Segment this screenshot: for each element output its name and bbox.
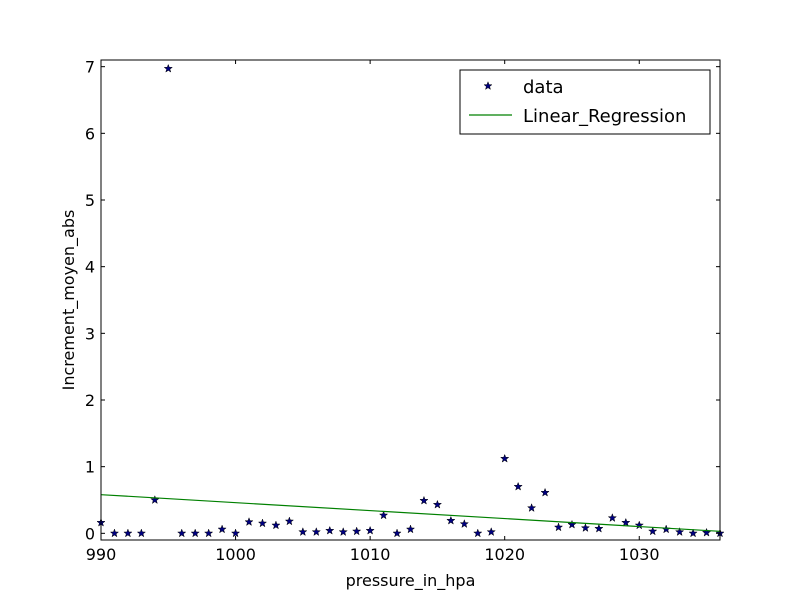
y-tick-label: 5 <box>85 191 95 210</box>
data-point <box>419 495 429 505</box>
x-tick-label: 1010 <box>350 545 391 564</box>
y-axis-label: Increment_moyen_abs <box>59 210 79 391</box>
legend-marker-data <box>483 81 493 91</box>
data-point <box>217 524 227 534</box>
data-point <box>392 528 402 538</box>
legend-box <box>459 69 711 135</box>
plot-area <box>96 63 725 538</box>
legend-label-data: data <box>523 77 564 98</box>
y-tick-label: 6 <box>85 124 95 143</box>
y-tick-label: 7 <box>85 58 95 77</box>
data-point <box>526 503 537 513</box>
data-point <box>136 528 147 538</box>
data-point <box>257 518 268 528</box>
data-point <box>325 525 335 535</box>
data-point <box>567 519 577 529</box>
y-tick-label: 4 <box>85 258 95 277</box>
data-point <box>580 523 591 533</box>
data-point <box>230 528 241 538</box>
data-point <box>203 528 214 538</box>
data-point <box>459 519 470 529</box>
x-tick-label: 1030 <box>619 545 660 564</box>
data-point <box>150 495 160 505</box>
x-tick-label: 990 <box>86 545 117 564</box>
data-point <box>661 524 671 534</box>
data-point <box>311 527 322 537</box>
data-point <box>109 528 120 538</box>
series-line-linear-regression <box>100 494 721 532</box>
axes-frame <box>100 59 721 541</box>
data-point <box>553 522 564 532</box>
y-tick-label: 0 <box>85 524 95 543</box>
data-point <box>271 520 281 530</box>
data-point <box>688 528 698 538</box>
data-point <box>298 527 308 537</box>
data-point <box>499 453 510 463</box>
data-point <box>513 481 523 491</box>
data-point <box>621 517 631 527</box>
data-point <box>177 528 187 538</box>
x-axis-label: pressure_in_hpa <box>346 571 476 591</box>
data-point <box>634 520 644 530</box>
data-point <box>365 525 375 535</box>
legend: data Linear_Regression <box>459 69 711 135</box>
data-point <box>648 526 658 536</box>
ticks: 990 1000 1010 1020 1030 0 1 2 3 4 5 6 7 <box>85 58 720 564</box>
data-point <box>486 527 496 537</box>
data-point <box>190 528 200 538</box>
data-point <box>594 523 604 533</box>
data-point <box>338 527 348 537</box>
legend-label-linear-regression: Linear_Regression <box>523 106 686 127</box>
data-point <box>351 526 362 536</box>
data-point <box>446 515 456 525</box>
y-tick-label: 1 <box>85 458 95 477</box>
data-point <box>163 63 173 73</box>
data-point <box>540 487 550 497</box>
data-point <box>432 499 443 509</box>
data-point <box>284 516 295 526</box>
x-tick-label: 1020 <box>484 545 525 564</box>
data-point <box>123 528 133 538</box>
data-point <box>244 517 254 527</box>
data-point <box>473 528 483 538</box>
data-point <box>607 513 618 523</box>
y-tick-label: 2 <box>85 391 95 410</box>
y-tick-label: 3 <box>85 324 95 343</box>
data-point <box>405 524 416 534</box>
data-point <box>701 527 712 537</box>
data-point <box>378 510 389 520</box>
x-tick-label: 1000 <box>215 545 256 564</box>
data-point <box>674 527 685 537</box>
